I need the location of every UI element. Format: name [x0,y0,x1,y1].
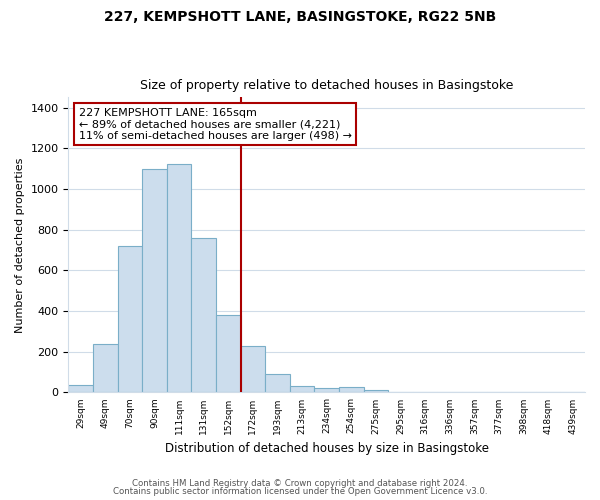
Bar [68,386,93,392]
X-axis label: Distribution of detached houses by size in Basingstoke: Distribution of detached houses by size … [165,442,489,455]
Text: 227 KEMPSHOTT LANE: 165sqm
← 89% of detached houses are smaller (4,221)
11% of s: 227 KEMPSHOTT LANE: 165sqm ← 89% of deta… [79,108,352,141]
Y-axis label: Number of detached properties: Number of detached properties [15,157,25,332]
Bar [339,388,364,392]
Bar [142,168,167,392]
Title: Size of property relative to detached houses in Basingstoke: Size of property relative to detached ho… [140,79,514,92]
Bar [191,238,216,392]
Bar [93,344,118,392]
Bar [364,390,388,392]
Text: Contains public sector information licensed under the Open Government Licence v3: Contains public sector information licen… [113,487,487,496]
Bar [265,374,290,392]
Bar [216,315,241,392]
Text: 227, KEMPSHOTT LANE, BASINGSTOKE, RG22 5NB: 227, KEMPSHOTT LANE, BASINGSTOKE, RG22 5… [104,10,496,24]
Bar [241,346,265,393]
Text: Contains HM Land Registry data © Crown copyright and database right 2024.: Contains HM Land Registry data © Crown c… [132,478,468,488]
Bar [290,386,314,392]
Bar [167,164,191,392]
Bar [118,246,142,392]
Bar [314,388,339,392]
